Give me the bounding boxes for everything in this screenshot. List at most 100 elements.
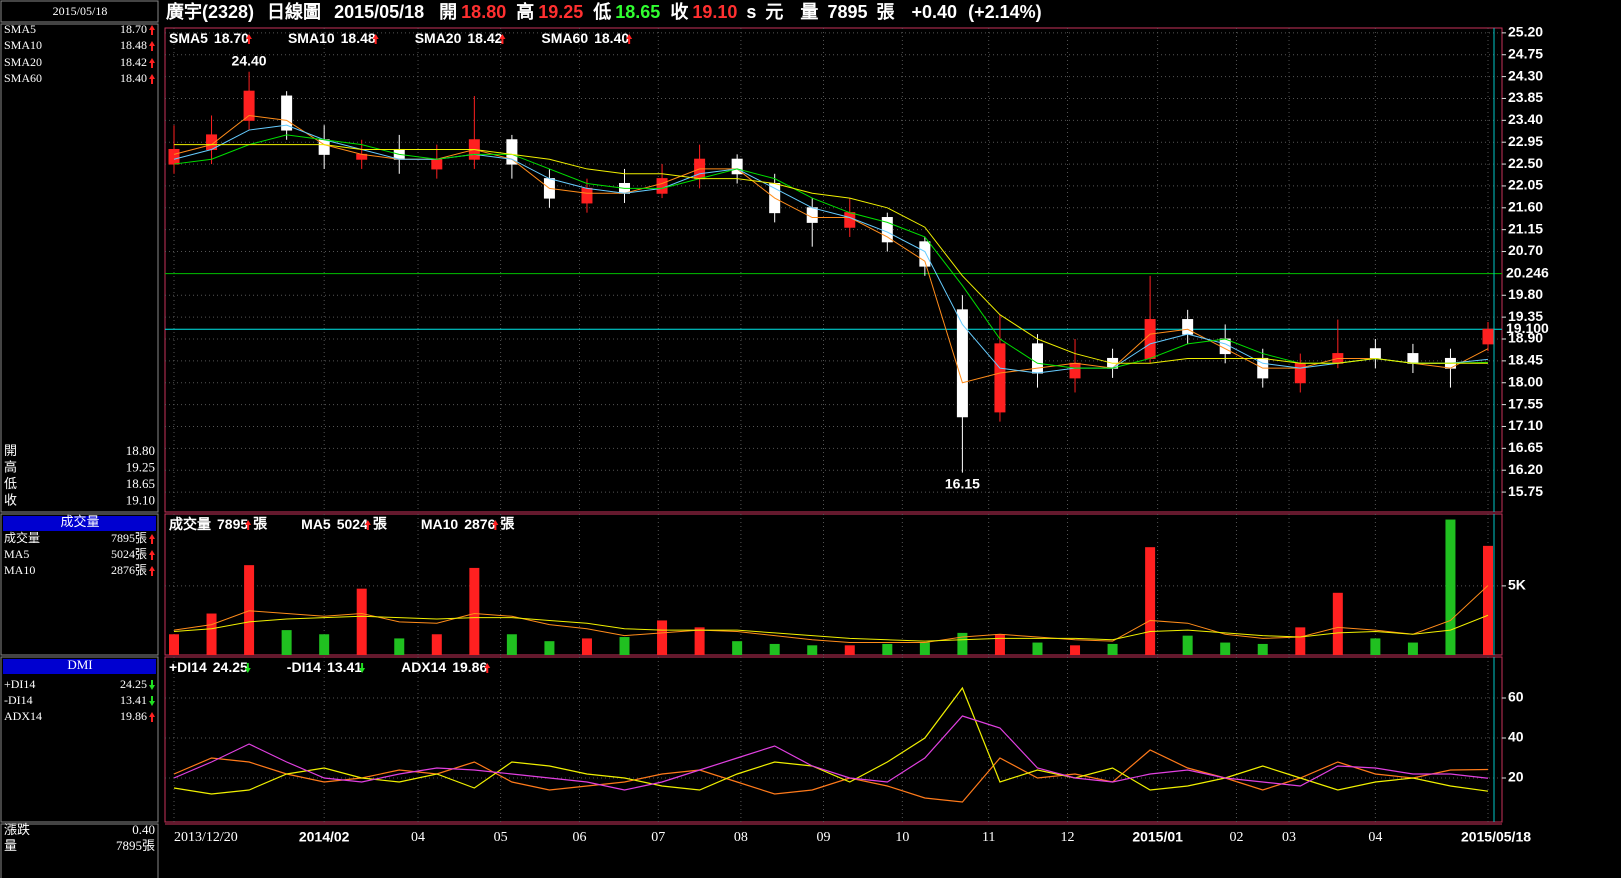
- candle-body: [1482, 328, 1494, 345]
- date-box: [0, 0, 159, 23]
- volume-bar: [319, 634, 330, 655]
- left-volume: 7895張: [116, 838, 155, 853]
- candle-body: [1182, 319, 1194, 335]
- left-value: 13.41: [120, 693, 147, 707]
- left-series-name: +DI14: [4, 677, 35, 691]
- left-series-value: 18.40: [120, 71, 147, 85]
- left-ohlc-value: 18.80: [126, 443, 155, 458]
- left-ohlc-value: 18.65: [126, 476, 155, 491]
- x-tick-label: 12: [1061, 830, 1075, 845]
- left-series-name: MA5: [4, 547, 29, 561]
- dmi-info-box: [0, 656, 159, 823]
- bottom-info-box: [0, 823, 159, 878]
- field-value: 19.25: [538, 2, 583, 22]
- volume-label: 量: [800, 1, 818, 22]
- candle-body: [431, 158, 443, 170]
- legend-name: SMA20: [415, 30, 462, 46]
- trend-arrow: [149, 680, 155, 690]
- legend-entry: ADX14 19.86: [401, 659, 487, 675]
- left-series-value: 18.42: [120, 55, 147, 69]
- candle-body: [994, 343, 1006, 413]
- left-series-value: 7895張: [111, 531, 147, 545]
- panel-frame: [164, 27, 1503, 513]
- trend-arrow: [492, 520, 499, 530]
- left-series-name: SMA60: [4, 71, 42, 85]
- volume-bar: [1032, 642, 1043, 655]
- candle-body: [731, 158, 743, 175]
- candle-body: [844, 212, 856, 228]
- y-tick-label: 19.80: [1508, 286, 1543, 302]
- header-date: 2015/05/18: [334, 2, 424, 22]
- legend-entry: MA10 2876: [421, 516, 496, 532]
- legend-name: MA5: [301, 516, 331, 532]
- legend-entry: -DI14 13.41: [287, 659, 362, 675]
- trend-arrow: [149, 550, 155, 560]
- y-tick-label: 18.45: [1508, 352, 1543, 368]
- trend-arrow: [149, 534, 155, 544]
- field-value: 18.65: [615, 2, 660, 22]
- candle-body: [1294, 362, 1306, 384]
- legend-value: 18.48: [341, 30, 376, 46]
- x-tick-label: 07: [651, 830, 665, 845]
- field-value: 19.10: [692, 2, 737, 22]
- volume-bar: [1483, 545, 1493, 655]
- volume-bar: [469, 567, 480, 655]
- x-tick-label: 11: [982, 830, 995, 845]
- trend-arrow: [244, 663, 251, 673]
- legend-entry: SMA10 18.48: [288, 30, 376, 46]
- left-series-name: ADX14: [4, 709, 42, 723]
- left-ohlc-value: 19.25: [126, 459, 155, 474]
- x-tick-label: 10: [895, 830, 909, 845]
- left-value: 18.48: [120, 38, 147, 52]
- y-tick-label: 18.00: [1508, 373, 1543, 389]
- volume-header-bar: [3, 516, 156, 531]
- volume-bar: [1107, 643, 1118, 655]
- volume-bar: [807, 645, 818, 655]
- legend-unit: 張: [500, 516, 515, 532]
- x-tick-label: 02: [1229, 830, 1243, 845]
- series-line: [173, 614, 1489, 642]
- left-series-name: -DI14: [4, 693, 33, 707]
- left-ohlc-label: 低: [4, 476, 17, 491]
- y-tick-label: 21.60: [1508, 199, 1543, 215]
- panel-frame: [164, 656, 1503, 823]
- legend-value: 2876: [464, 516, 495, 532]
- reference-label: 20.246: [1506, 264, 1549, 280]
- trend-arrow: [149, 74, 155, 84]
- left-date: 2015/05/18: [53, 4, 108, 18]
- y-tick-label: 20: [1508, 769, 1524, 785]
- left-value: 24.25: [120, 677, 147, 691]
- x-tick-label: 2013/12/20: [174, 830, 238, 845]
- series-line: [173, 686, 1489, 795]
- volume-bar: [281, 630, 292, 655]
- candle-body: [168, 148, 180, 165]
- volume-bar: [356, 588, 367, 655]
- volume-bar: [1295, 627, 1306, 655]
- legend-name: -DI14: [287, 659, 321, 675]
- left-value: 2876: [111, 563, 135, 577]
- trend-arrow: [484, 663, 491, 673]
- legend-unit: 張: [373, 516, 388, 532]
- candle-body: [1407, 353, 1419, 364]
- legend-value: 18.40: [594, 30, 629, 46]
- volume-bar: [1145, 547, 1156, 655]
- left-series-name: SMA20: [4, 55, 42, 69]
- low-label: 16.15: [945, 475, 980, 491]
- trend-arrow: [149, 696, 155, 706]
- trend-arrow: [372, 34, 379, 44]
- change-pct: (+2.14%): [968, 2, 1042, 22]
- left-value: 18.70: [120, 22, 147, 36]
- legend-name: SMA60: [541, 30, 588, 46]
- volume-bar: [1332, 592, 1343, 655]
- trend-arrow: [245, 520, 252, 530]
- trend-arrow: [149, 712, 155, 722]
- legend-value: 18.70: [214, 30, 249, 46]
- volume-bar: [694, 627, 705, 655]
- legend-value: 19.86: [452, 659, 487, 675]
- legend-entry: 成交量 7895: [169, 516, 248, 532]
- y-tick-label: 17.55: [1508, 395, 1543, 411]
- volume-bar: [769, 643, 780, 655]
- candle-body: [956, 309, 968, 418]
- volume-bar: [431, 634, 442, 655]
- y-tick-label: 5K: [1508, 577, 1526, 593]
